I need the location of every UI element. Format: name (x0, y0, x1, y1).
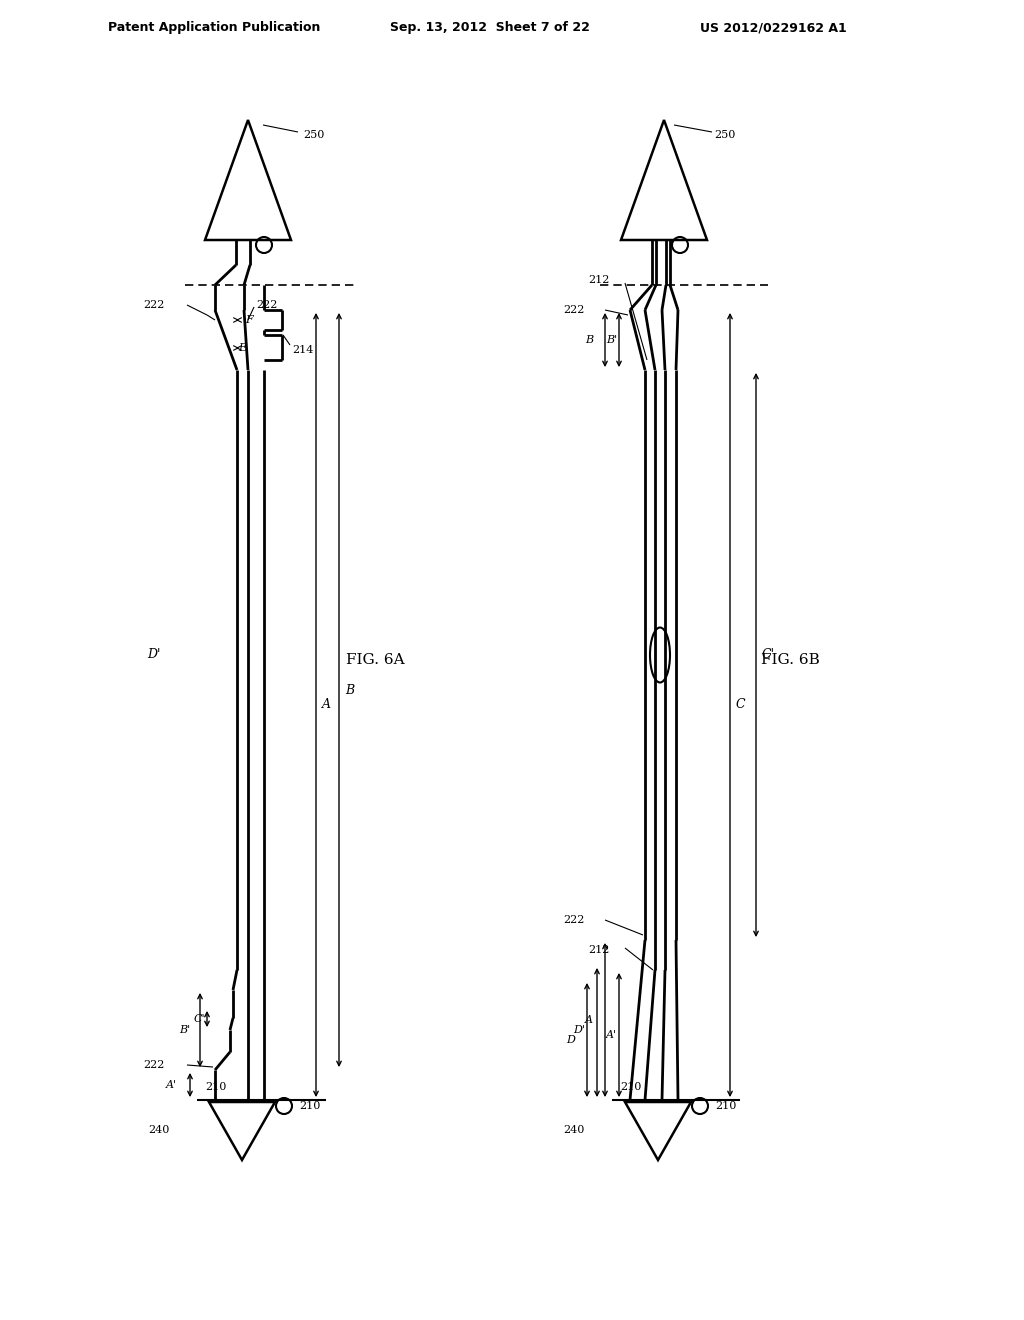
Text: D: D (566, 1035, 575, 1045)
Text: 222: 222 (143, 1060, 165, 1071)
Text: D': D' (573, 1026, 585, 1035)
Text: 212: 212 (589, 275, 610, 285)
Text: A: A (585, 1015, 593, 1026)
Text: 250: 250 (303, 129, 325, 140)
Text: B': B' (606, 335, 617, 345)
Text: 240: 240 (563, 1125, 585, 1135)
Text: Patent Application Publication: Patent Application Publication (108, 21, 321, 34)
Text: C': C' (762, 648, 775, 661)
Text: A': A' (606, 1030, 617, 1040)
Text: 214: 214 (292, 345, 313, 355)
Text: 222: 222 (563, 915, 585, 925)
Text: B': B' (179, 1026, 190, 1035)
Text: FIG. 6B: FIG. 6B (761, 653, 819, 667)
Text: 222: 222 (143, 300, 165, 310)
Text: Sep. 13, 2012  Sheet 7 of 22: Sep. 13, 2012 Sheet 7 of 22 (390, 21, 590, 34)
Text: F: F (245, 315, 253, 325)
Text: 210: 210 (205, 1082, 226, 1092)
Text: C': C' (194, 1014, 205, 1024)
Text: A': A' (166, 1080, 177, 1090)
Text: A: A (322, 698, 331, 711)
Text: 250: 250 (714, 129, 735, 140)
Text: 240: 240 (148, 1125, 170, 1135)
Text: B: B (585, 335, 593, 345)
Text: D': D' (147, 648, 161, 661)
Text: C: C (736, 698, 745, 711)
Text: US 2012/0229162 A1: US 2012/0229162 A1 (700, 21, 847, 34)
Text: 222: 222 (563, 305, 585, 315)
Text: 210: 210 (620, 1082, 641, 1092)
Text: 212: 212 (589, 945, 610, 954)
Text: B: B (345, 684, 354, 697)
Text: FIG. 6A: FIG. 6A (346, 653, 404, 667)
Text: 210: 210 (715, 1101, 736, 1111)
Text: 222: 222 (256, 300, 278, 310)
Text: 210: 210 (299, 1101, 321, 1111)
Text: E: E (238, 343, 246, 352)
